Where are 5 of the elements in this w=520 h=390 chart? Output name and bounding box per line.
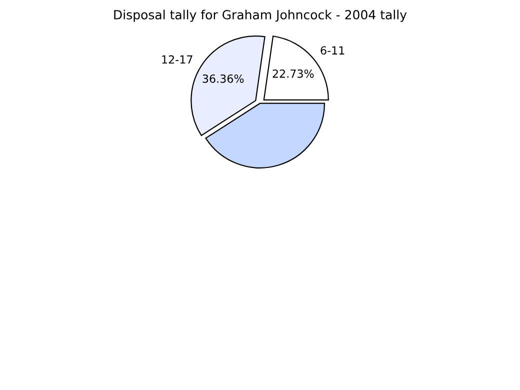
chart-title: Disposal tally for Graham Johncock - 2004 tally: [114, 10, 407, 22]
slice-label: 6-11: [320, 46, 344, 55]
data-label: 22.73%: [272, 69, 314, 78]
slice-label: 12-17: [162, 55, 192, 64]
data-label: 36.36%: [202, 74, 244, 83]
